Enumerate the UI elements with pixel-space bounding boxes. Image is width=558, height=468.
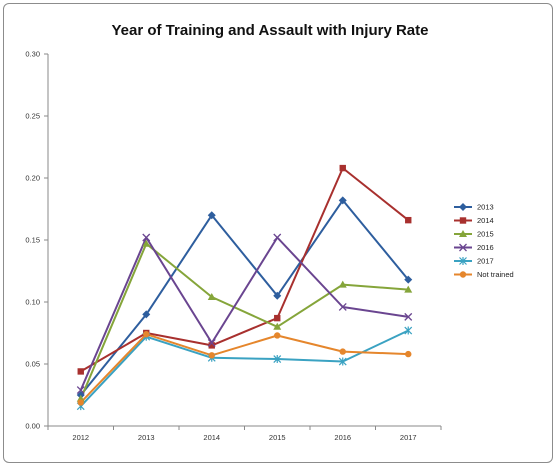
data-point-2014 — [274, 314, 281, 322]
data-point-2014 — [77, 368, 84, 375]
legend-marker — [459, 271, 467, 278]
data-point-2016 — [338, 303, 347, 311]
series-line-2015 — [79, 242, 409, 400]
legend-marker — [459, 203, 467, 211]
y-tick-label: 0.05 — [25, 360, 40, 369]
x-tick-label: 2017 — [400, 433, 417, 442]
legend-marker — [459, 243, 467, 252]
y-tick-label: 0.00 — [25, 422, 40, 431]
series-line-2014 — [80, 167, 409, 373]
data-point-not-trained — [208, 352, 215, 359]
data-point-2014 — [208, 342, 215, 349]
data-point-2015 — [404, 285, 413, 293]
data-point-not-trained — [339, 348, 346, 355]
y-tick-label: 0.30 — [25, 50, 40, 59]
data-point-2015 — [273, 322, 282, 330]
data-point-2013 — [273, 291, 282, 300]
data-point-2015 — [338, 280, 347, 288]
data-point-2017 — [273, 355, 282, 364]
data-point-2013 — [207, 211, 216, 220]
data-point-2016 — [404, 312, 413, 321]
series-line-2016 — [79, 236, 409, 391]
legend-label: 2017 — [477, 257, 494, 266]
data-point-2013 — [338, 196, 347, 205]
legend-marker — [459, 257, 467, 265]
data-point-not-trained — [77, 399, 84, 406]
series-markers — [76, 164, 413, 411]
data-point-2017 — [338, 357, 347, 366]
legend-label: Not trained — [477, 270, 514, 279]
legend-marker — [459, 230, 467, 237]
chart-title: Year of Training and Assault with Injury… — [111, 22, 429, 39]
data-point-2017 — [404, 326, 413, 335]
data-point-2014 — [339, 164, 346, 172]
data-point-not-trained — [274, 332, 281, 339]
data-point-2013 — [142, 310, 151, 319]
legend: 2013 2014 2015 2016 2017 Not trained — [454, 203, 514, 279]
legend-label: 2015 — [477, 230, 494, 239]
legend-marker — [459, 217, 467, 224]
y-tick-label: 0.10 — [25, 298, 40, 307]
data-point-2015 — [142, 239, 151, 247]
x-tick-label: 2013 — [138, 433, 155, 442]
axes: 0.00 0.05 0.10 0.15 0.20 0.25 0.30 2012 2013 2014… — [25, 50, 442, 442]
data-point-2016 — [76, 386, 85, 394]
x-tick-label: 2015 — [269, 433, 286, 442]
data-point-2015 — [207, 293, 216, 301]
x-tick-label: 2014 — [203, 433, 220, 442]
y-tick-label: 0.20 — [25, 174, 40, 183]
data-point-2014 — [405, 216, 412, 224]
data-point-2016 — [142, 233, 151, 242]
data-point-not-trained — [143, 331, 150, 338]
data-point-2016 — [273, 233, 282, 242]
series-line-not-trained — [80, 333, 409, 404]
legend-label: 2014 — [477, 216, 494, 225]
data-point-2013 — [404, 275, 413, 284]
y-tick-label: 0.15 — [25, 236, 40, 245]
series-line-2013 — [80, 199, 410, 396]
legend-label: 2013 — [477, 203, 494, 212]
x-tick-label: 2012 — [72, 433, 89, 442]
data-point-2016 — [207, 338, 216, 347]
legend-label: 2016 — [477, 243, 494, 252]
x-tick-label: 2016 — [334, 433, 351, 442]
data-point-not-trained — [405, 350, 412, 358]
y-tick-label: 0.25 — [25, 112, 40, 121]
series-line-2017 — [80, 329, 409, 407]
series-lines — [79, 167, 410, 407]
